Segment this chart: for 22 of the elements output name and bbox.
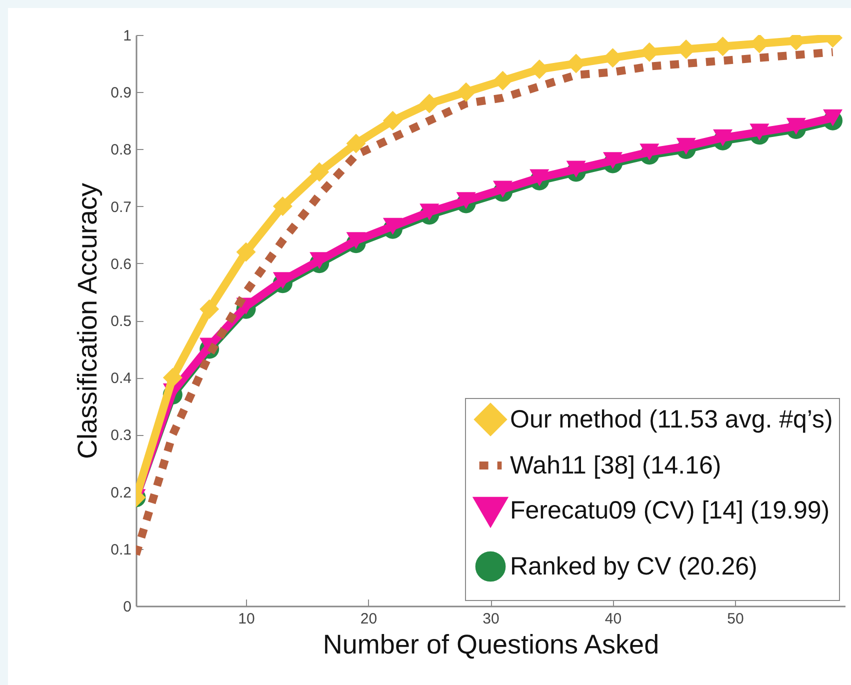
y-tick-label: 0.6 bbox=[110, 256, 132, 273]
x-axis-title: Number of Questions Asked bbox=[322, 630, 660, 660]
y-tick-label: 0.4 bbox=[110, 370, 132, 388]
y-tick-label: 0.2 bbox=[110, 484, 132, 502]
legend-label: Ranked by CV (20.26) bbox=[510, 552, 758, 580]
y-tick-label: 0.9 bbox=[110, 84, 132, 102]
legend-label: Our method (11.53 avg. #q’s) bbox=[510, 406, 833, 434]
y-tick-label: 0.5 bbox=[110, 313, 132, 330]
y-tick-label: 0.1 bbox=[110, 541, 132, 558]
legend-label: Wah11 [38] (14.16) bbox=[510, 452, 722, 480]
x-tick-label: 10 bbox=[238, 610, 255, 628]
y-tick-label: 0 bbox=[123, 598, 132, 616]
x-tick-label: 40 bbox=[604, 610, 622, 628]
x-tick-label: 30 bbox=[482, 610, 500, 628]
x-tick-label: 50 bbox=[727, 610, 744, 628]
y-tick-label: 0.7 bbox=[110, 198, 132, 216]
y-tick-label: 0.8 bbox=[110, 142, 132, 159]
y-tick-label: 0.3 bbox=[110, 427, 132, 444]
y-tick-label: 1 bbox=[123, 28, 132, 44]
legend-label: Ferecatu09 (CV) [14] (19.99) bbox=[510, 496, 830, 524]
x-tick-label: 20 bbox=[360, 610, 378, 628]
y-axis-title: Classification Accuracy bbox=[72, 182, 103, 460]
